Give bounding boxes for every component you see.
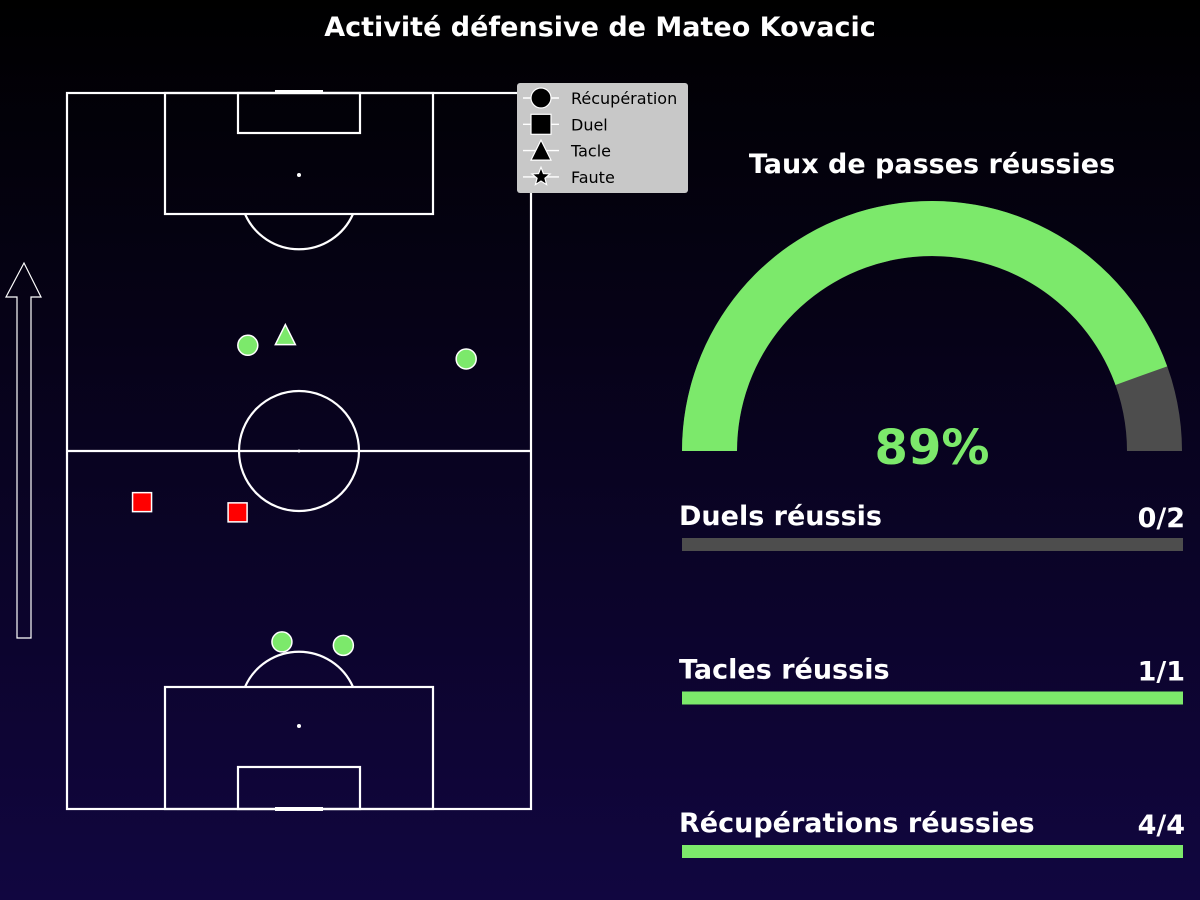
legend-label: Tacle <box>570 142 611 161</box>
event-marker-circle <box>455 348 477 370</box>
gauge-fill <box>682 201 1168 451</box>
top-penalty-area <box>163 91 435 216</box>
gauge-title: Taux de passes réussies <box>749 149 1115 180</box>
stat-value: 4/4 <box>1138 810 1185 841</box>
bottom-penalty-area <box>163 685 435 811</box>
pitch <box>65 90 533 811</box>
top-penalty-spot <box>297 173 301 177</box>
legend-label: Récupération <box>571 89 677 108</box>
legend-marker-star <box>530 165 552 186</box>
attack-direction-arrow <box>5 261 42 639</box>
gauge-value: 89% <box>875 420 990 476</box>
center-spot <box>297 449 301 453</box>
bottom-goal-area <box>236 765 362 811</box>
stat-bar-fill <box>682 691 1183 705</box>
event-marker-circle <box>271 631 293 653</box>
stat-label: Tacles réussis <box>679 655 890 686</box>
event-marker-square <box>227 502 248 523</box>
stat-label: Duels réussis <box>679 501 882 532</box>
stat-value: 0/2 <box>1138 503 1185 534</box>
stat-value: 1/1 <box>1138 657 1185 688</box>
event-marker-circle <box>237 334 259 357</box>
event-markers <box>131 322 477 657</box>
event-marker-circle <box>332 634 355 657</box>
top-penalty-arc <box>243 213 355 251</box>
figure-title: Activité défensive de Mateo Kovacic <box>324 12 875 43</box>
legend: Récupération Duel Tacle Faute <box>517 83 688 193</box>
event-marker-square <box>131 491 153 513</box>
center-circle <box>237 389 361 513</box>
event-marker-triangle <box>274 322 297 346</box>
legend-label: Faute <box>571 168 615 187</box>
legend-label: Duel <box>571 115 608 134</box>
legend-marker-triangle <box>530 138 552 161</box>
top-goal-area <box>236 91 362 135</box>
legend-marker-circle <box>530 87 552 109</box>
legend-box <box>517 83 688 193</box>
stat-bars: Duels réussis 0/2 Tacles réussis 1/1 Récupér… <box>679 501 1185 858</box>
bottom-penalty-spot <box>297 724 301 728</box>
stat-bar-fill <box>682 845 1183 858</box>
legend-marker-square <box>530 113 552 135</box>
stat-label: Récupérations réussies <box>679 808 1035 839</box>
stat-bar-track <box>682 538 1183 551</box>
bottom-penalty-arc <box>243 650 355 688</box>
